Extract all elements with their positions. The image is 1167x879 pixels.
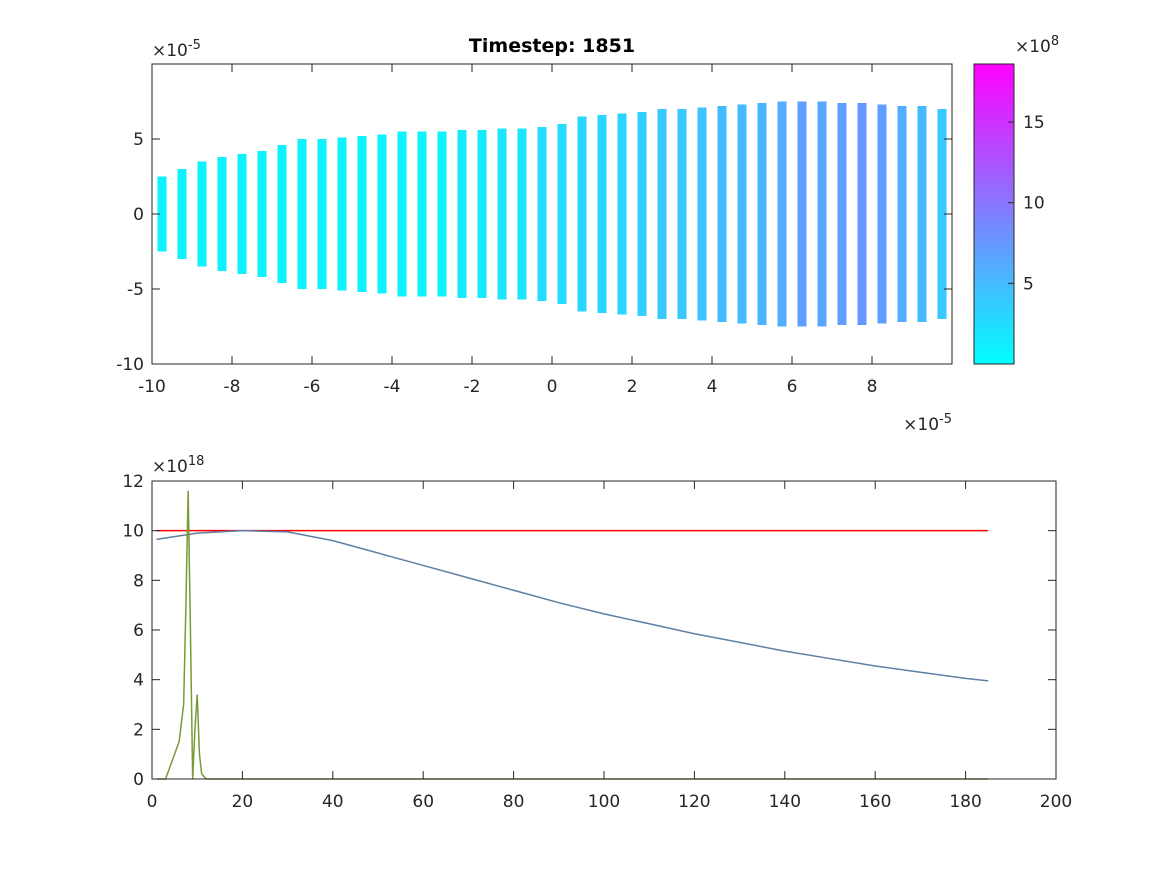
particle-stripe	[577, 116, 587, 312]
particle-stripe	[237, 154, 247, 274]
particle-stripe	[937, 109, 947, 319]
data-line	[156, 529, 989, 682]
particle-stripe	[217, 157, 227, 271]
particle-stripe	[357, 136, 367, 292]
x-tick-label: 100	[588, 792, 620, 812]
y-tick-label: -5	[127, 280, 144, 300]
colorbar	[973, 63, 1015, 365]
y-tick-label: 12	[122, 472, 144, 492]
y-tick-label: 4	[133, 671, 144, 691]
multiplier-base: ×10	[152, 41, 188, 61]
multiplier-base: ×10	[903, 415, 939, 435]
particle-stripe	[177, 169, 187, 259]
particle-stripe	[517, 128, 527, 300]
particle-stripe	[737, 104, 747, 324]
particle-stripe	[497, 128, 507, 300]
particle-stripe	[317, 139, 327, 289]
axis-multiplier: ×10-5	[903, 412, 952, 435]
x-tick-label: 120	[678, 792, 710, 812]
x-tick-label: 8	[867, 377, 878, 397]
particle-stripe	[377, 134, 387, 294]
axis-multiplier: ×108	[1015, 34, 1059, 57]
particle-stripe	[857, 103, 867, 325]
y-tick-label: 6	[133, 621, 144, 641]
particle-stripe	[677, 109, 687, 319]
particle-stripe	[817, 101, 827, 327]
x-tick-label: 2	[627, 377, 638, 397]
particle-stripe	[157, 176, 167, 252]
colorbar-tick-label: 10	[1023, 194, 1045, 214]
x-tick-label: -8	[224, 377, 241, 397]
particle-stripe	[457, 130, 467, 298]
particle-stripe	[917, 106, 927, 322]
x-tick-label: 20	[232, 792, 254, 812]
multiplier-exponent: 18	[188, 454, 205, 469]
x-tick-label: 60	[412, 792, 434, 812]
particle-stripe	[537, 127, 547, 301]
plot-area	[152, 64, 952, 364]
x-tick-label: 140	[769, 792, 801, 812]
particle-stripe	[877, 104, 887, 324]
particle-stripe	[397, 131, 407, 297]
x-tick-label: 180	[949, 792, 981, 812]
x-tick-label: -4	[384, 377, 401, 397]
x-tick-label: -6	[304, 377, 321, 397]
x-tick-label: 200	[1040, 792, 1072, 812]
x-tick-label: 4	[707, 377, 718, 397]
x-tick-label: -10	[138, 377, 166, 397]
y-tick-label: -10	[116, 355, 144, 375]
particle-stripe	[197, 161, 207, 267]
multiplier-exponent: -5	[188, 38, 201, 53]
multiplier-base: ×10	[152, 457, 188, 477]
y-tick-label: 10	[122, 522, 144, 542]
axis-multiplier: ×1018	[152, 454, 204, 477]
data-line	[156, 490, 989, 780]
particle-stripe	[337, 137, 347, 291]
plot-area	[152, 481, 1056, 779]
particle-stripe	[657, 109, 667, 319]
particle-stripe	[897, 106, 907, 322]
particle-stripe	[477, 130, 487, 298]
particle-stripe	[837, 103, 847, 325]
particle-stripe	[757, 103, 767, 325]
x-tick-label: 0	[547, 377, 558, 397]
y-tick-label: 0	[133, 770, 144, 790]
particle-stripe	[697, 107, 707, 321]
colorbar-tick-label: 5	[1023, 274, 1034, 294]
y-tick-label: 8	[133, 571, 144, 591]
multiplier-exponent: 8	[1051, 34, 1059, 49]
axis-multiplier: ×10-5	[152, 38, 201, 61]
multiplier-base: ×10	[1015, 37, 1051, 57]
particle-stripe	[717, 106, 727, 322]
particle-stripe	[437, 131, 447, 297]
x-tick-label: 6	[787, 377, 798, 397]
particle-stripe	[637, 112, 647, 316]
x-tick-label: 80	[503, 792, 525, 812]
particle-stripe	[557, 124, 567, 304]
x-tick-label: 40	[322, 792, 344, 812]
particle-stripe	[777, 101, 787, 327]
x-tick-label: 160	[859, 792, 891, 812]
particle-stripe	[597, 115, 607, 313]
chart-title: Timestep: 1851	[469, 35, 635, 57]
x-tick-label: -2	[464, 377, 481, 397]
y-tick-label: 5	[133, 130, 144, 150]
particle-stripe	[277, 145, 287, 283]
particle-stripe	[417, 131, 427, 297]
particle-stripe	[297, 139, 307, 289]
y-tick-label: 0	[133, 205, 144, 225]
particle-stripe	[617, 113, 627, 315]
colorbar-tick-label: 15	[1023, 113, 1045, 133]
particle-stripe	[797, 101, 807, 327]
x-tick-label: 0	[147, 792, 158, 812]
y-tick-label: 2	[133, 720, 144, 740]
particle-stripe	[257, 151, 267, 277]
multiplier-exponent: -5	[939, 412, 952, 427]
